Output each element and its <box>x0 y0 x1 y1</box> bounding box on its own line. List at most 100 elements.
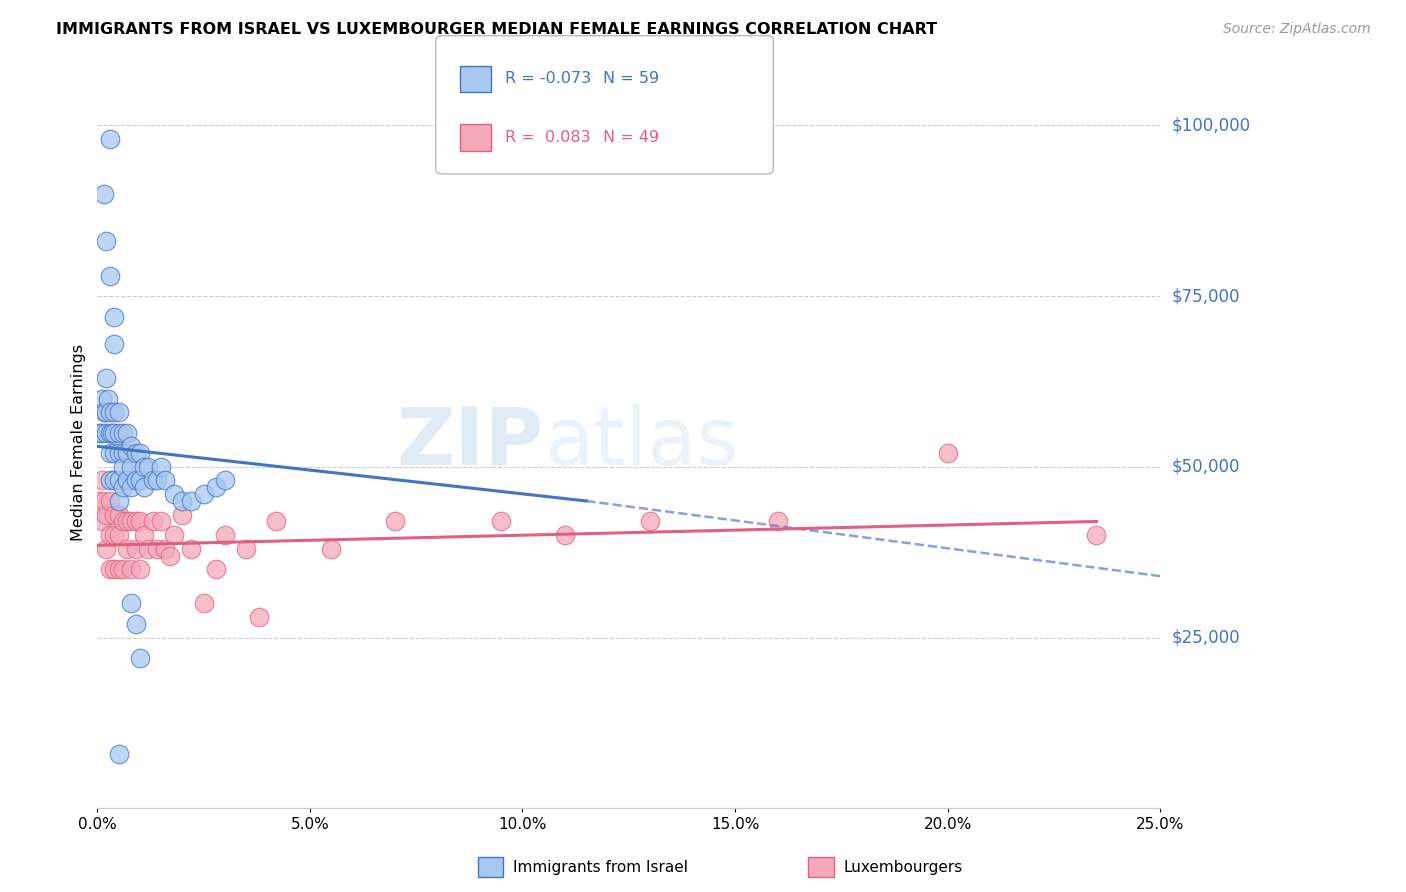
Point <box>90 474 112 488</box>
Text: atlas: atlas <box>544 404 738 482</box>
Point <box>107 747 129 761</box>
Point <box>103 528 125 542</box>
Point <box>111 480 134 494</box>
Point <box>98 425 121 440</box>
Point <box>1085 528 1108 542</box>
Point <box>235 541 257 556</box>
Point <box>115 446 138 460</box>
Point <box>124 515 146 529</box>
Point <box>111 459 134 474</box>
Point <box>155 541 177 556</box>
Point <box>98 446 121 460</box>
Point <box>111 446 134 460</box>
Point <box>111 562 134 576</box>
Point <box>98 528 121 542</box>
Point <box>146 541 169 556</box>
Point <box>766 515 789 529</box>
Text: IMMIGRANTS FROM ISRAEL VS LUXEMBOURGER MEDIAN FEMALE EARNINGS CORRELATION CHART: IMMIGRANTS FROM ISRAEL VS LUXEMBOURGER M… <box>56 22 938 37</box>
Point <box>214 528 236 542</box>
Point <box>115 474 138 488</box>
Point <box>132 528 155 542</box>
Text: $100,000: $100,000 <box>1171 116 1250 135</box>
Point <box>107 562 129 576</box>
Point <box>94 541 117 556</box>
Text: $25,000: $25,000 <box>1171 629 1240 647</box>
Point <box>98 494 121 508</box>
Point <box>124 474 146 488</box>
Point <box>138 541 160 556</box>
Text: N = 49: N = 49 <box>603 129 659 145</box>
Point <box>205 562 228 576</box>
Point <box>128 651 150 665</box>
Point <box>98 474 121 488</box>
Point <box>103 508 125 522</box>
Y-axis label: Median Female Earnings: Median Female Earnings <box>72 344 86 541</box>
Point <box>107 474 129 488</box>
Point <box>180 494 202 508</box>
Point <box>936 446 959 460</box>
Point <box>94 425 117 440</box>
Point <box>101 425 124 440</box>
Point <box>115 515 138 529</box>
Point <box>150 459 173 474</box>
Point <box>132 480 155 494</box>
Point <box>489 515 512 529</box>
Point <box>132 459 155 474</box>
Point <box>98 562 121 576</box>
Point <box>94 235 117 249</box>
Point <box>120 562 142 576</box>
Text: R = -0.073: R = -0.073 <box>505 71 591 87</box>
Point <box>103 474 125 488</box>
Point <box>180 541 202 556</box>
Point <box>120 515 142 529</box>
Point <box>159 549 181 563</box>
Point <box>128 446 150 460</box>
Point <box>264 515 287 529</box>
Point <box>172 494 194 508</box>
Point <box>98 405 121 419</box>
Point <box>138 459 160 474</box>
Point <box>90 425 112 440</box>
Point <box>115 425 138 440</box>
Point <box>124 446 146 460</box>
Text: Luxembourgers: Luxembourgers <box>844 860 963 874</box>
Point <box>98 132 121 146</box>
Point <box>111 515 134 529</box>
Point <box>193 596 215 610</box>
Point <box>97 392 120 406</box>
Text: $75,000: $75,000 <box>1171 287 1240 305</box>
Point <box>120 459 142 474</box>
Point <box>146 474 169 488</box>
Point <box>128 474 150 488</box>
Point <box>120 480 142 494</box>
Point <box>193 487 215 501</box>
Point <box>163 528 186 542</box>
Point <box>94 371 117 385</box>
Point <box>107 446 129 460</box>
Point <box>94 508 117 522</box>
Point <box>214 474 236 488</box>
Point <box>142 474 165 488</box>
Text: Source: ZipAtlas.com: Source: ZipAtlas.com <box>1223 22 1371 37</box>
Point <box>89 425 111 440</box>
Point <box>128 515 150 529</box>
Point <box>205 480 228 494</box>
Point <box>90 515 112 529</box>
Point <box>638 515 661 529</box>
Point <box>107 425 129 440</box>
Point <box>103 405 125 419</box>
Point <box>98 268 121 283</box>
Point <box>103 310 125 324</box>
Point <box>247 610 270 624</box>
Point <box>115 541 138 556</box>
Point <box>94 405 117 419</box>
Point <box>150 515 173 529</box>
Point <box>384 515 406 529</box>
Text: ZIP: ZIP <box>396 404 544 482</box>
Point <box>155 474 177 488</box>
Text: $50,000: $50,000 <box>1171 458 1240 475</box>
Point <box>107 508 129 522</box>
Point <box>103 446 125 460</box>
Text: R =  0.083: R = 0.083 <box>505 129 591 145</box>
Text: N = 59: N = 59 <box>603 71 659 87</box>
